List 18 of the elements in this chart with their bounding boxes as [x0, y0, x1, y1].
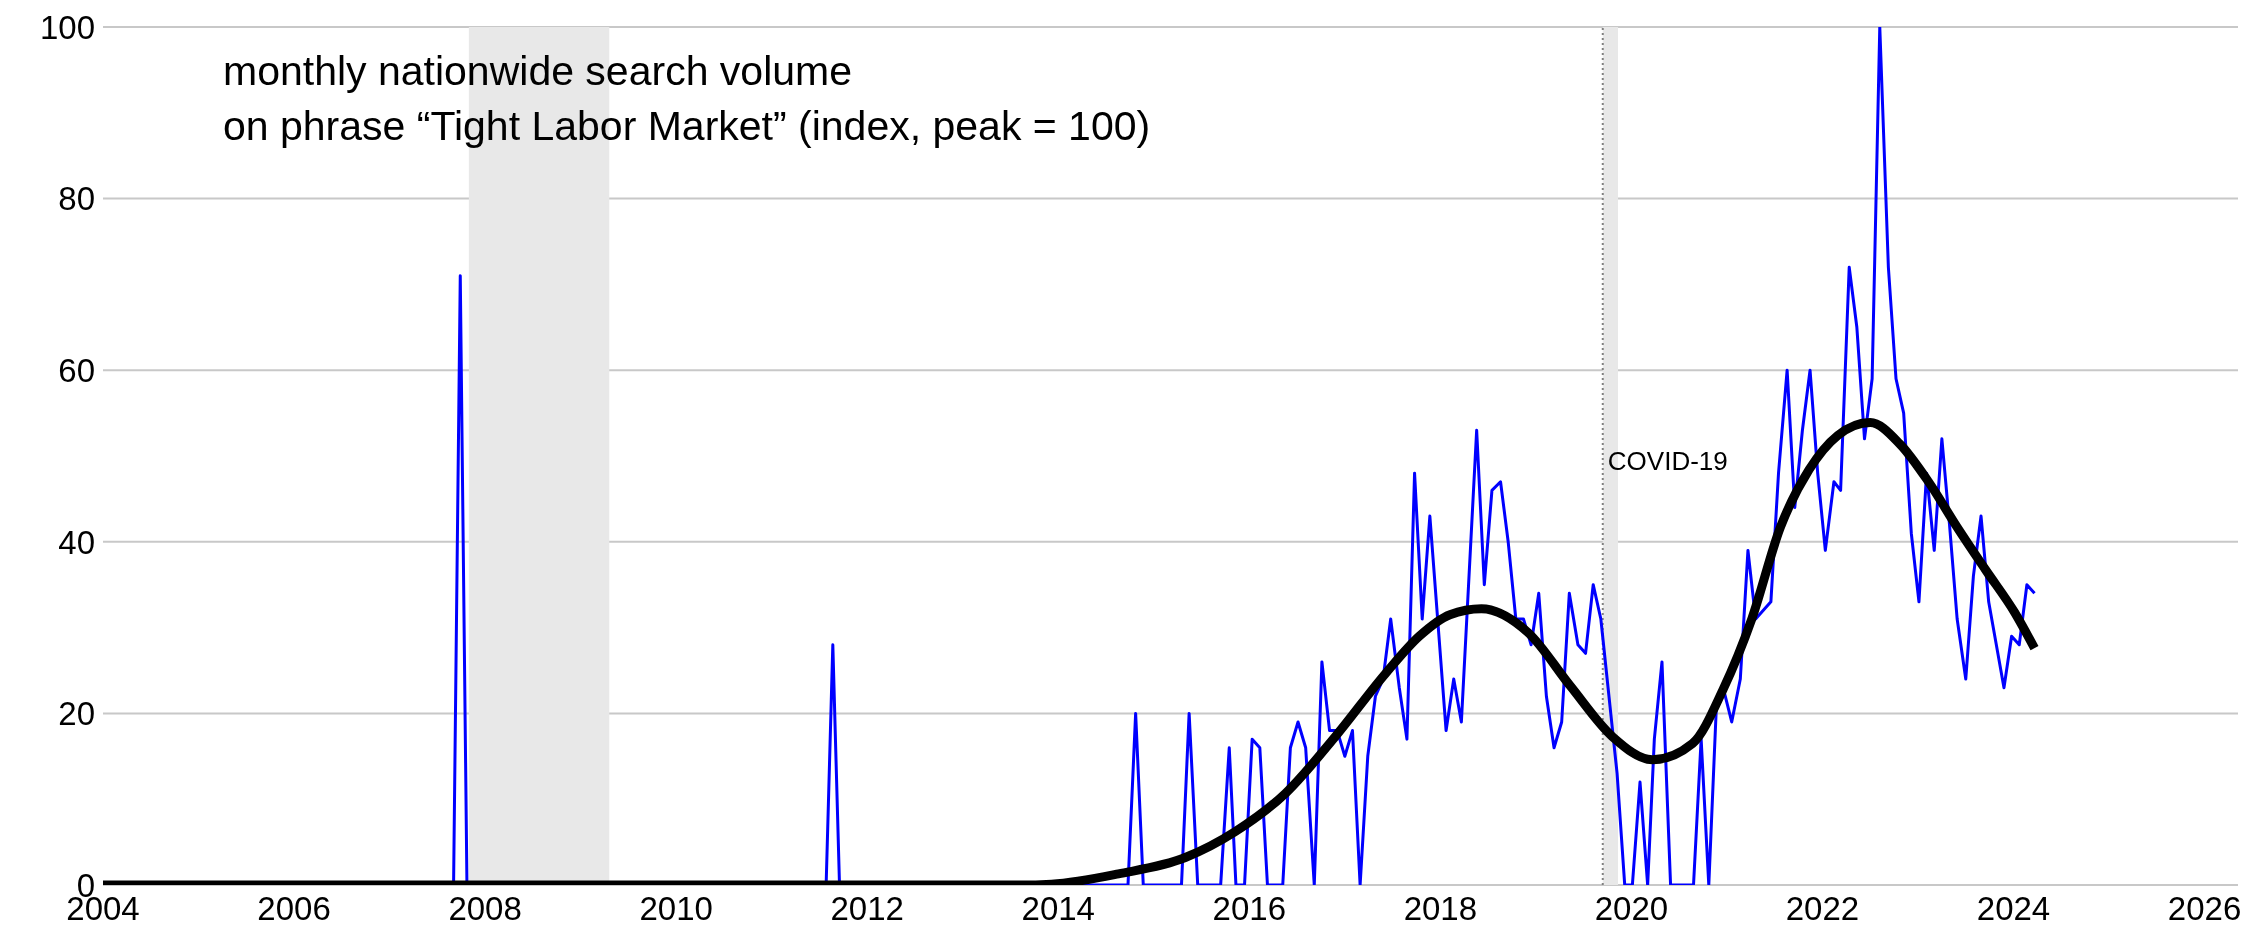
x-tick-label: 2018	[1403, 890, 1478, 928]
x-tick-label: 2014	[1021, 890, 1095, 928]
x-tick-label: 2022	[1785, 890, 1860, 928]
y-tick-label: 20	[58, 695, 95, 733]
x-tick-label: 2012	[830, 890, 904, 928]
x-tick-label: 2024	[1976, 890, 2051, 928]
x-tick-label: 2006	[257, 890, 331, 928]
y-tick-label: 60	[58, 351, 95, 389]
x-tick-label: 2010	[639, 890, 713, 928]
ref-line-label: COVID-19	[1607, 446, 1728, 477]
y-tick-label: 80	[58, 180, 95, 218]
x-tick-label: 2008	[448, 890, 522, 928]
x-tick-label: 2026	[2167, 890, 2242, 928]
x-tick-label: 2020	[1594, 890, 1669, 928]
y-tick-label: 40	[58, 523, 95, 561]
text: monthly nationwide search volume on phrase “Tight Labor Market” (index, peak = 100)	[223, 47, 1151, 151]
x-tick-label: 2016	[1212, 890, 1287, 928]
y-tick-label: 100	[39, 8, 95, 46]
